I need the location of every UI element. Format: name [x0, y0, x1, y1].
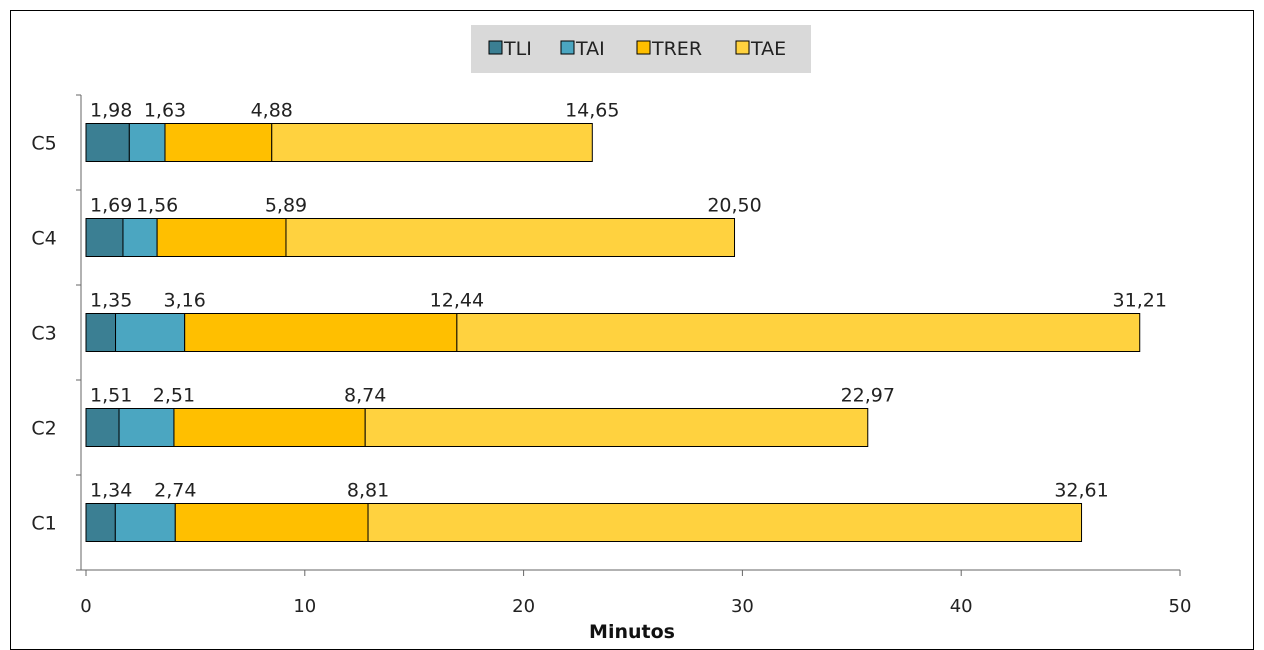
legend-entry-tli: TLI	[503, 38, 532, 60]
data-label-trer-c1: 8,81	[347, 480, 389, 502]
bar-tai-c4	[122, 218, 158, 257]
data-labels: 1,34 2,74 8,81 32,61 1,51 2,51 8,74 22,97 1,35 3,…	[90, 100, 1167, 502]
data-label-tli-c4: 1,69	[90, 195, 132, 217]
x-tick-label: 10	[293, 596, 316, 617]
data-label-tae-c2: 22,97	[841, 385, 895, 407]
data-label-tae-c5: 14,65	[565, 100, 619, 122]
category-label-c1: C1	[31, 513, 56, 535]
category-label-c2: C2	[31, 418, 56, 440]
bar-tai-c2	[118, 408, 175, 447]
x-tick-label: 30	[731, 596, 754, 617]
y-axis-ticks	[76, 94, 81, 571]
x-tick-label: 40	[950, 596, 973, 617]
bar-tae-c2	[364, 408, 869, 447]
legend-entry-trer: TRER	[651, 38, 702, 60]
bar-tli-c3	[85, 313, 117, 352]
data-label-tai-c3: 3,16	[164, 290, 206, 312]
x-tick-label: 0	[80, 596, 91, 617]
bar-trer-c3	[184, 313, 458, 352]
data-label-tai-c1: 2,74	[154, 480, 196, 502]
bar-tai-c1	[114, 503, 176, 542]
bar-tli-c5	[85, 123, 130, 162]
legend-entry-tai: TAI	[575, 38, 605, 60]
bar-tae-c5	[271, 123, 593, 162]
bar-tae-c4	[285, 218, 736, 257]
data-label-tli-c2: 1,51	[90, 385, 132, 407]
bar-trer-c1	[174, 503, 369, 542]
category-label-c4: C4	[31, 228, 56, 250]
x-axis-label: Minutos	[589, 621, 675, 643]
data-label-tli-c3: 1,35	[90, 290, 132, 312]
legend-swatch-tli	[488, 40, 503, 55]
bar-tli-c1	[85, 503, 116, 542]
legend-entry-tae: TAE	[750, 38, 786, 60]
x-axis-ticks: 0 10 20 30 40 50	[80, 570, 1191, 617]
bar-tai-c3	[115, 313, 186, 352]
legend: TLI TAI TRER TAE	[488, 38, 786, 60]
category-label-c5: C5	[31, 133, 56, 155]
data-label-tli-c5: 1,98	[90, 100, 132, 122]
data-label-tae-c4: 20,50	[707, 195, 761, 217]
legend-swatch-tae	[735, 40, 750, 55]
data-label-trer-c4: 5,89	[265, 195, 307, 217]
data-label-tai-c4: 1,56	[136, 195, 178, 217]
data-label-tli-c1: 1,34	[90, 480, 132, 502]
bar-tli-c4	[85, 218, 124, 257]
category-labels: C1 C2 C3 C4 C5	[31, 133, 56, 535]
category-label-c3: C3	[31, 323, 56, 345]
data-label-tai-c5: 1,63	[144, 100, 186, 122]
legend-swatch-trer	[636, 40, 651, 55]
bar-trer-c5	[164, 123, 273, 162]
data-label-tai-c2: 2,51	[153, 385, 195, 407]
x-tick-label: 50	[1169, 596, 1192, 617]
bar-tae-c1	[367, 503, 1083, 542]
x-tick-label: 20	[512, 596, 535, 617]
bar-tli-c2	[85, 408, 120, 447]
bar-tai-c5	[128, 123, 166, 162]
bar-trer-c2	[173, 408, 366, 447]
bar-tae-c3	[456, 313, 1141, 352]
data-label-trer-c2: 8,74	[344, 385, 386, 407]
data-label-trer-c5: 4,88	[251, 100, 293, 122]
bar-trer-c4	[156, 218, 287, 257]
bars	[85, 123, 1141, 542]
legend-swatch-tai	[560, 40, 575, 55]
data-label-tae-c1: 32,61	[1054, 480, 1108, 502]
data-label-trer-c3: 12,44	[430, 290, 484, 312]
data-label-tae-c3: 31,21	[1113, 290, 1167, 312]
